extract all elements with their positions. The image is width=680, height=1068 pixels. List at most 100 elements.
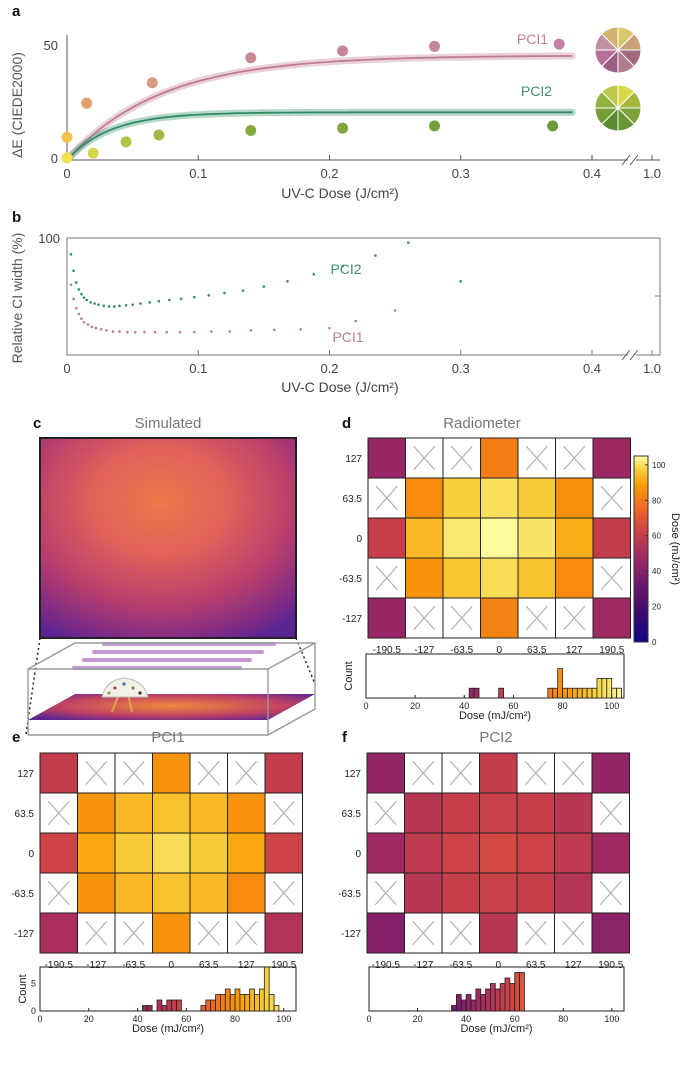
data-point-pci1 [245,52,257,64]
histogram-x-tick: 0 [37,1014,42,1024]
radiometer-heatmap: -190.5 -127 -63.5 0 63.5 127 190.5 127 63.5 0 -63.… [339,437,631,656]
colorbar-tick-label: 60 [652,532,661,541]
dose-cell [227,832,266,874]
heatmap-x-tick: 63.5 [199,960,219,971]
histogram-x-tick: 0 [363,701,368,711]
dose-cell [404,792,443,834]
dose-cell [77,872,116,914]
heatmap-x-tick: -127 [86,960,106,971]
histogram-bar [234,988,241,1012]
dose-cell [591,832,630,874]
ci-point-pci2 [72,269,75,273]
panel-a-x-tick-label: 1.0 [643,166,661,181]
heatmap-x-tick: 0 [495,960,501,971]
heatmap-x-tick: 127 [566,645,583,656]
dose-cell [441,832,480,874]
ci-point-pci2 [241,289,245,292]
panel-a-y-tick-50: 50 [44,38,58,53]
dose-cell [77,792,116,834]
histogram-bar [273,1005,280,1012]
heatmap-y-tick: 127 [17,769,34,780]
zoom-line-right [295,637,316,685]
panel-f-title: PCI2 [479,729,512,746]
dose-cell [366,832,405,874]
histogram-bar [581,687,588,699]
cross-icon [449,760,472,786]
ci-point-pci1 [69,283,73,287]
histogram-bar [499,983,506,1012]
histogram-bar [490,983,496,1012]
histogram-bar [215,994,221,1012]
dose-cell [442,477,481,519]
data-point-pci2 [547,120,559,132]
heatmap-x-tick: -190.5 [45,960,74,971]
histogram-bar [268,994,275,1012]
ci-point-pci1 [90,325,94,329]
heatmap-y-tick: -127 [341,929,361,940]
panel-c-title: Simulated [135,415,202,432]
heatmap-y-tick: 63.5 [15,809,35,820]
cross-icon [599,880,622,906]
heatmap-y-tick: -127 [14,929,34,940]
dose-cell [555,477,594,519]
fit-line-pci1 [66,55,573,161]
data-point-pci2 [245,124,257,136]
dose-cell [367,517,406,559]
histogram-bar [591,687,598,699]
dose-cell [227,792,266,834]
pci1-heatmap: -190.5 -127 -63.5 0 63.5 127 190.5 127 63.5 0 -63.… [11,752,303,971]
pci2-heatmap: -190.5 -127 -63.5 0 63.5 127 190.5 127 63.5 0 -63.… [338,752,630,971]
pci2-histogram: 0 20 40 60 80 100 Dose (mJ/cm²) [366,966,625,1035]
histogram-bar [465,994,472,1012]
cross-icon [525,445,548,471]
ci-point-pci1 [86,323,90,326]
ci-point-pci2 [286,279,289,283]
ci-point-pci1 [105,329,108,332]
histogram-bar [161,1005,168,1012]
histogram-bar [475,988,482,1012]
data-point-pci2 [337,122,349,134]
dose-cell [114,832,153,874]
panel-label-e: e [12,729,20,746]
data-point-pci2 [153,129,165,141]
panel-b-x-tick-label: 0 [63,361,70,376]
ci-point-pci2 [80,292,83,296]
heatmap-y-tick: 0 [28,849,34,860]
ci-point-pci1 [354,319,358,323]
histogram-x-label: Dose (mJ/cm²) [132,1023,204,1035]
histogram-x-tick: 100 [276,1014,291,1024]
heatmap-x-tick: 190.5 [599,645,624,656]
dose-cell [189,792,228,834]
dose-cell [592,597,631,639]
heatmap-y-tick: 0 [355,849,361,860]
dose-cell [227,872,266,914]
panel-label-c: c [33,415,41,432]
data-point-pci2 [61,152,73,164]
histogram-bar [547,687,554,699]
panel-label-d: d [342,415,351,432]
ci-point-pci1 [299,327,302,331]
histogram-bar [504,977,511,1012]
histogram-x-tick: 20 [410,701,420,711]
series-label-pci1: PCI1 [517,31,548,47]
histogram-bar [141,1005,148,1012]
ci-point-pci1 [72,297,75,301]
dose-cell [77,832,116,874]
data-point-pci1 [61,131,73,143]
colorbar-ticks: 0 20 40 60 80 100 [645,461,666,647]
panel-b-x-tick-label: 1.0 [643,361,661,376]
cross-icon [599,800,622,826]
histogram-bar [224,988,231,1012]
heatmap-x-tick: 63.5 [526,960,546,971]
heatmap-x-tick: -190.5 [372,960,401,971]
panel-b-y-label: Relative CI width (%) [9,233,25,364]
histogram-bar [156,999,163,1012]
dose-cell [591,912,630,954]
ci-point-pci2 [118,304,121,308]
pci1-color-swatch [594,26,642,74]
cross-icon [413,445,436,471]
cross-icon [47,880,70,906]
ci-point-pci1 [153,330,157,334]
histogram-bar [456,994,462,1012]
heatmap-y-tick: 0 [356,534,362,545]
